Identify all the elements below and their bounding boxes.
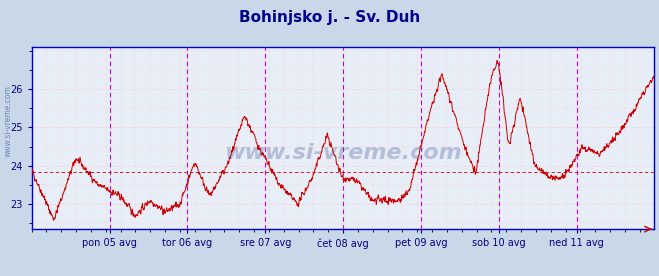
- Text: www.si-vreme.com: www.si-vreme.com: [3, 86, 13, 157]
- Text: www.si-vreme.com: www.si-vreme.com: [224, 143, 462, 163]
- Text: Bohinjsko j. - Sv. Duh: Bohinjsko j. - Sv. Duh: [239, 10, 420, 25]
